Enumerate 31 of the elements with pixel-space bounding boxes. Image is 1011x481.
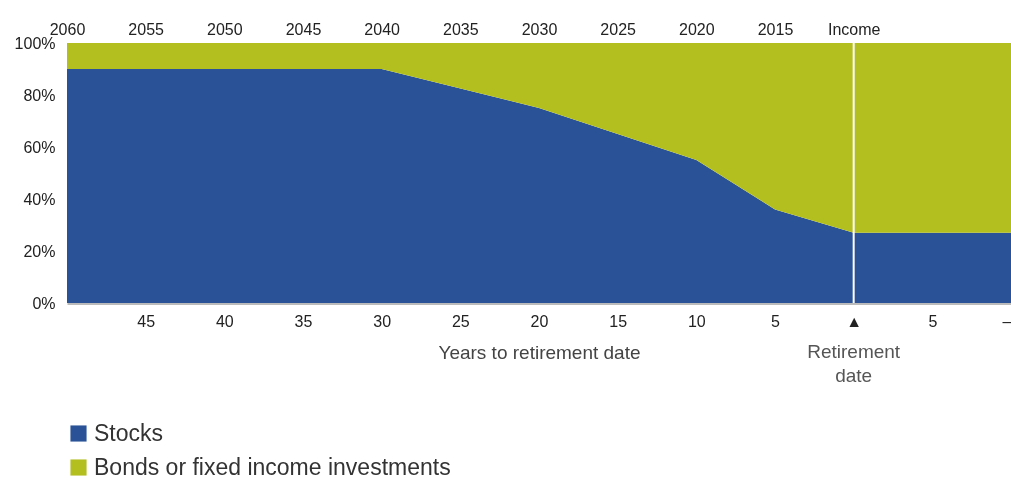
x-tick-label: –: [1002, 312, 1011, 330]
y-tick-label: 20%: [23, 242, 56, 260]
x2-tick-label: 2015: [757, 20, 794, 38]
x-tick-label: 20: [530, 312, 549, 330]
legend-label: Bonds or fixed income investments: [94, 453, 451, 480]
y-tick-label: 0%: [32, 294, 56, 312]
legend-label: Stocks: [94, 419, 164, 446]
x-tick-label: 45: [137, 312, 156, 330]
x2-tick-label: 2035: [443, 20, 479, 38]
x2-tick-label: 2040: [364, 20, 401, 38]
x-axis-title: Years to retirement date: [438, 341, 641, 363]
y-tick-label: 60%: [23, 138, 56, 156]
x-tick-label: 30: [373, 312, 392, 330]
x2-tick-label: Income: [827, 20, 881, 38]
x2-tick-label: 2050: [207, 20, 243, 38]
x-tick-label: 10: [687, 312, 706, 330]
x2-tick-label: 2025: [600, 20, 637, 38]
x2-tick-label: 2055: [128, 20, 165, 38]
x-tick-label: 5: [928, 312, 938, 330]
x2-tick-label: 2020: [679, 20, 715, 38]
x2-tick-label: 2030: [521, 20, 558, 38]
x-tick-label: 15: [609, 312, 628, 330]
x-tick-label: ▲: [846, 312, 863, 330]
x-tick-label: 40: [215, 312, 234, 330]
x-tick-label: 25: [451, 312, 470, 330]
x2-tick-label: 2045: [285, 20, 322, 38]
y-tick-label: 80%: [23, 86, 56, 104]
x-tick-label: 35: [294, 312, 313, 330]
y-tick-label: 40%: [23, 190, 56, 208]
x-tick-label: 5: [771, 312, 781, 330]
text: Retirement date: [807, 341, 901, 386]
